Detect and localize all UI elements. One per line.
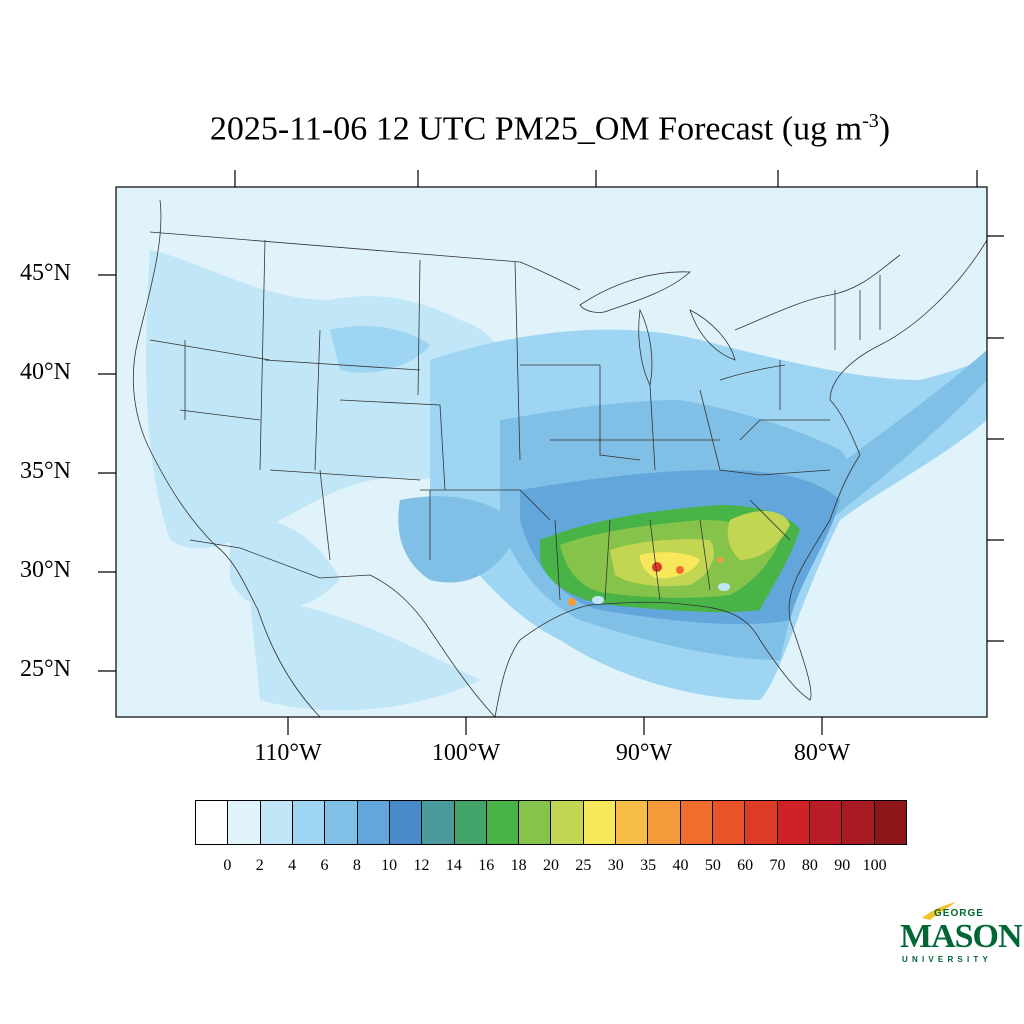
coastline-pacific — [133, 199, 321, 717]
colorbar-label: 80 — [801, 857, 818, 874]
colorbar-cell — [616, 801, 649, 844]
border-canada — [149, 231, 901, 331]
colorbar-labels: 0 2 4 6 8 10 12 14 16 18 20 25 30 35 40 50 60 70 80 90 100 — [0, 857, 1024, 881]
state-lines — [149, 239, 881, 601]
colorbar-label: 90 — [834, 857, 851, 874]
colorbar-cell — [486, 801, 520, 844]
bottom-ticks — [287, 717, 823, 735]
colorbar-cell — [551, 801, 584, 844]
colorbar-cell — [842, 801, 875, 844]
lat-label-35: 35°N — [20, 458, 71, 484]
colorbar-cell — [325, 801, 358, 844]
colorbar-cell — [260, 801, 293, 844]
logo-line-george: GEORGE — [934, 908, 984, 919]
hotspot-4 — [717, 557, 723, 563]
colorbar-label: 14 — [445, 857, 462, 874]
colorbar-label: 60 — [737, 857, 754, 874]
colorbar-label: 2 — [255, 857, 264, 874]
colorbar-cell — [357, 801, 390, 844]
colorbar-cell — [648, 801, 681, 844]
colorbar-label: 30 — [607, 857, 624, 874]
lat-label-45: 45°N — [20, 260, 71, 286]
colorbar — [195, 800, 907, 845]
coastline-atlantic — [829, 239, 987, 456]
hotspot-3 — [568, 598, 576, 606]
lake-erie — [719, 364, 786, 381]
field-arizona — [230, 518, 340, 610]
hotspot-1 — [652, 562, 662, 572]
lat-label-25: 25°N — [20, 656, 71, 682]
map-title: 2025-11-06 12 UTC PM25_OM Forecast (ug m… — [209, 110, 891, 148]
colorbar-cell — [583, 801, 617, 844]
field-mexico — [250, 600, 480, 711]
colorbar-label: 10 — [381, 857, 398, 874]
right-ticks — [987, 235, 1004, 642]
colorbar-label: 40 — [672, 857, 689, 874]
field-wyoming — [330, 325, 430, 373]
colorbar-label: 35 — [640, 857, 657, 874]
left-ticks — [98, 274, 116, 672]
colorbar-cell — [228, 801, 261, 844]
colorbar-cell — [454, 801, 487, 844]
colorbar-label: 50 — [704, 857, 721, 874]
colorbar-cell — [874, 801, 906, 844]
colorbar-cell — [745, 801, 778, 844]
logo-line-mason: MASON — [900, 918, 1023, 955]
map-frame — [115, 186, 988, 718]
colorbar-cell — [519, 801, 552, 844]
colorbar-cell — [713, 801, 746, 844]
lon-label-80w: 80°W — [793, 740, 851, 766]
colorbar-cell — [292, 801, 326, 844]
colorbar-label: 18 — [510, 857, 527, 874]
colorbar-cell — [389, 801, 423, 844]
colorbar-label: 4 — [288, 857, 297, 874]
lake-huron — [689, 309, 736, 361]
colorbar-label: 0 — [223, 857, 232, 874]
hotspot-2 — [676, 566, 684, 574]
colorbar-label: 8 — [352, 857, 361, 874]
logo-line-university: UNIVERSITY — [902, 955, 993, 964]
colorbar-cell — [809, 801, 843, 844]
colorbar-label: 100 — [862, 857, 887, 874]
colorbar-label: 16 — [478, 857, 495, 874]
colorbar-cell — [777, 801, 810, 844]
lon-label-90w: 90°W — [615, 740, 673, 766]
concentration-field — [146, 250, 987, 711]
lat-label-40: 40°N — [20, 359, 71, 385]
colorbar-cell — [196, 801, 229, 844]
colorbar-cell — [680, 801, 713, 844]
water-pocket-2 — [718, 583, 730, 591]
boundaries — [133, 199, 987, 717]
lat-label-30: 30°N — [20, 557, 71, 583]
colorbar-label: 25 — [575, 857, 592, 874]
lon-label-110w: 110°W — [254, 740, 322, 766]
top-ticks — [234, 170, 978, 187]
lake-superior — [579, 271, 691, 313]
water-pocket-1 — [592, 596, 604, 604]
lon-label-100w: 100°W — [431, 740, 501, 766]
flame-icon — [922, 902, 956, 920]
gmu-logo: GEORGE MASON UNIVERSITY — [900, 900, 1023, 970]
colorbar-label: 6 — [320, 857, 329, 874]
coastline-gulf — [494, 454, 861, 717]
field-texas-blue — [398, 496, 520, 583]
colorbar-label: 20 — [543, 857, 559, 874]
colorbar-label: 12 — [413, 857, 430, 874]
border-mexico — [189, 539, 496, 717]
colorbar-label: 70 — [769, 857, 786, 874]
colorbar-cell — [422, 801, 455, 844]
field-atlantic-plume — [820, 350, 987, 520]
field-georgia-green — [727, 510, 790, 560]
